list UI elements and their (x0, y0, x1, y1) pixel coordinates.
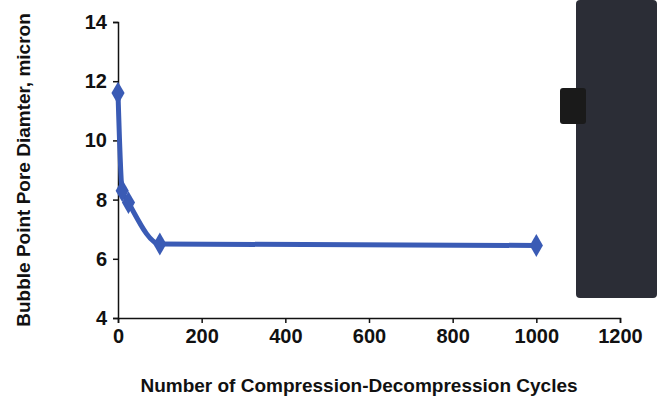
y-tick-mark (113, 259, 118, 261)
x-tick: 1000 (515, 318, 560, 347)
y-axis: 4 6 8 10 12 14 (85, 11, 119, 329)
series-marker (111, 82, 124, 105)
y-tick: 14 (85, 11, 118, 33)
equipment-photo (560, 88, 586, 124)
x-axis-title: Number of Compression-Decompression Cycl… (140, 375, 577, 396)
x-tick-mark (201, 318, 203, 323)
y-tick-mark (113, 199, 118, 201)
x-tick-mark (536, 318, 538, 323)
y-tick: 4 (96, 307, 118, 329)
x-tick-label: 0 (113, 325, 124, 347)
y-tick-mark (113, 318, 118, 320)
y-tick-mark (113, 81, 118, 83)
y-axis-title: Bubble Point Pore Diamter, micron (13, 13, 34, 327)
series-line (118, 93, 536, 245)
series-marker (153, 233, 166, 256)
x-tick: 600 (353, 318, 386, 347)
y-tick-label: 8 (96, 189, 107, 211)
y-tick-mark (113, 22, 118, 24)
series-marker (530, 234, 543, 257)
y-tick: 6 (96, 248, 118, 270)
series-marker (122, 191, 135, 214)
x-axis: 0 200 400 600 800 1000 1200 (113, 318, 643, 347)
y-tick-label: 12 (85, 70, 107, 92)
y-tick-label: 14 (85, 11, 108, 33)
x-tick-label: 400 (269, 325, 302, 347)
y-axis-line (113, 23, 119, 319)
plot-area (111, 82, 542, 257)
x-tick-label: 600 (353, 325, 386, 347)
x-tick-mark (620, 318, 622, 323)
x-tick-label: 200 (185, 325, 218, 347)
equipment-photo (576, 0, 657, 298)
x-tick-label: 1000 (515, 325, 560, 347)
y-tick-label: 10 (85, 129, 107, 151)
x-axis-line (119, 319, 621, 324)
x-tick-mark (285, 318, 287, 323)
y-tick: 12 (85, 70, 118, 92)
x-tick: 400 (269, 318, 302, 347)
x-tick-mark (369, 318, 371, 323)
x-tick-label: 1200 (598, 325, 643, 347)
chart: 0 200 400 600 800 1000 1200 4 6 8 10 12 14 Number of … (0, 0, 657, 410)
x-tick: 0 (113, 318, 124, 347)
x-tick: 200 (185, 318, 218, 347)
y-tick: 8 (96, 189, 118, 211)
y-tick-label: 4 (96, 307, 108, 329)
x-tick: 1200 (598, 318, 643, 347)
x-tick-mark (452, 318, 454, 323)
x-tick-label: 800 (436, 325, 469, 347)
x-tick: 800 (436, 318, 469, 347)
y-tick: 10 (85, 129, 118, 151)
y-tick-label: 6 (96, 248, 107, 270)
